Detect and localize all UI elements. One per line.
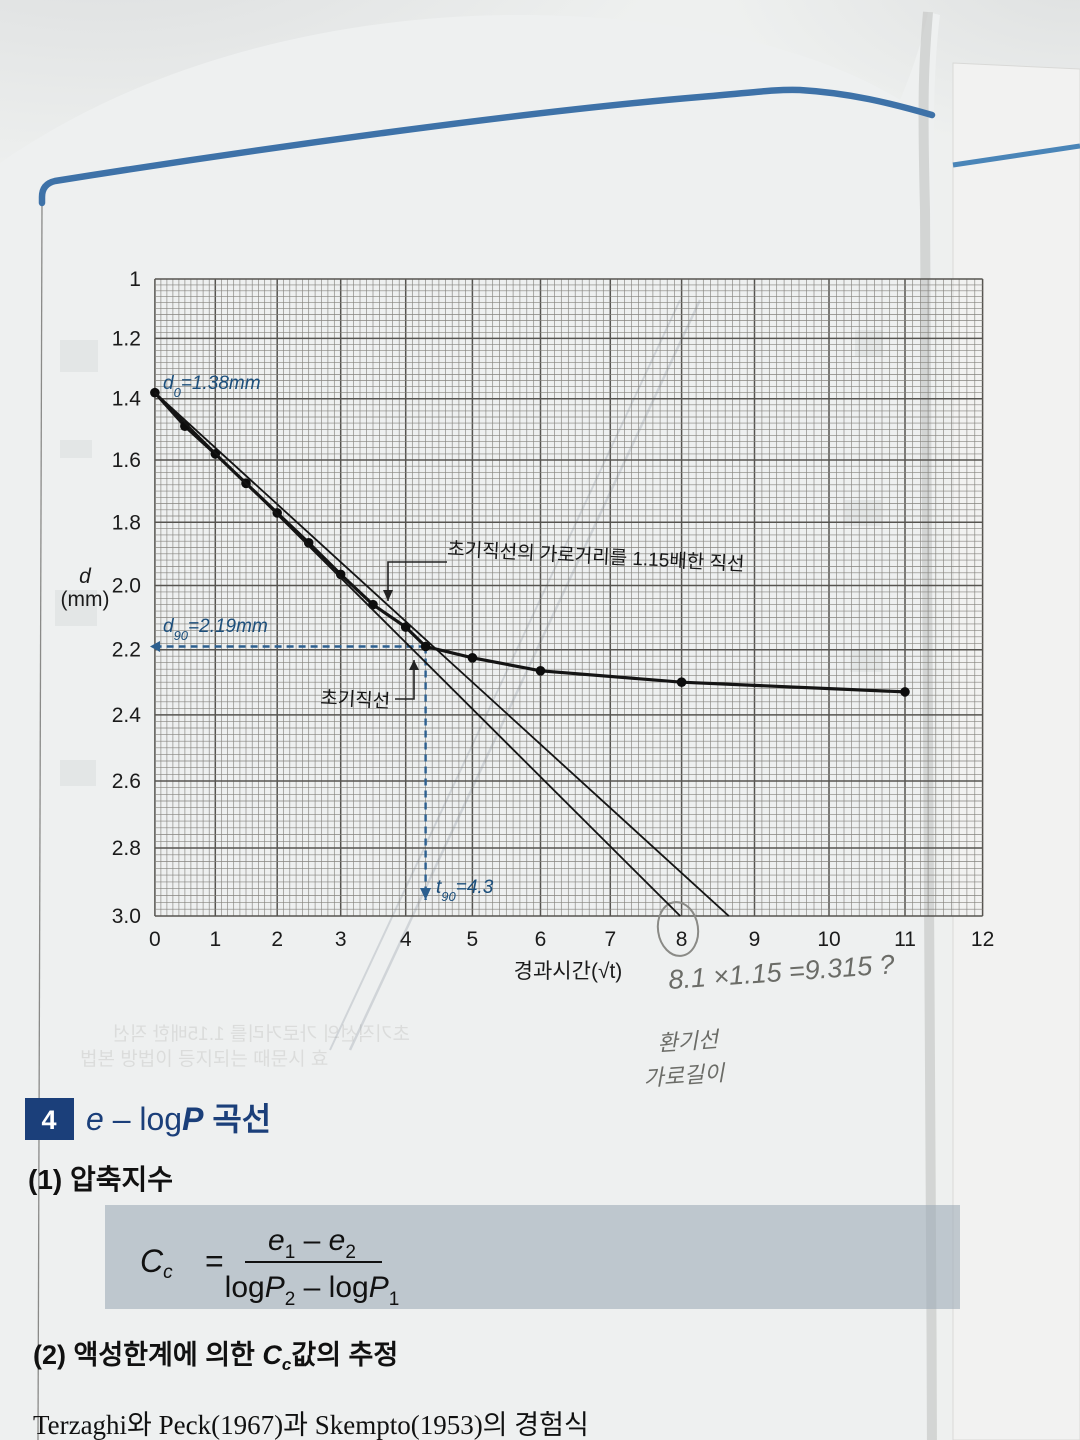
svg-text:7: 7 — [604, 928, 616, 951]
svg-text:8: 8 — [676, 928, 688, 951]
svg-text:3.0: 3.0 — [112, 905, 141, 928]
svg-text:3: 3 — [335, 928, 347, 951]
svg-text:(mm): (mm) — [61, 588, 110, 611]
svg-text:(1) 압축지수: (1) 압축지수 — [28, 1164, 173, 1195]
svg-text:2.8: 2.8 — [112, 837, 141, 860]
svg-text:Terzaghi와 Peck(1967)과 Skempto(: Terzaghi와 Peck(1967)과 Skempto(1953)의 경험식 — [33, 1410, 589, 1440]
svg-text:경과시간(√t): 경과시간(√t) — [514, 960, 623, 983]
svg-text:0: 0 — [149, 928, 161, 951]
svg-text:2: 2 — [271, 928, 283, 951]
svg-text:4: 4 — [400, 928, 412, 951]
svg-text:e – logP 곡선: e – logP 곡선 — [86, 1101, 271, 1137]
svg-text:d: d — [79, 565, 92, 588]
svg-text:초기직선의 가로거리를 1.15배한 직선: 초기직선의 가로거리를 1.15배한 직선 — [112, 1023, 410, 1045]
svg-text:1: 1 — [209, 928, 221, 951]
svg-text:=: = — [205, 1243, 224, 1279]
svg-text:1: 1 — [129, 268, 141, 291]
svg-text:9: 9 — [749, 928, 761, 951]
svg-text:법본 방법이 등지되는 때문시 효: 법본 방법이 등지되는 때문시 효 — [80, 1048, 328, 1070]
svg-text:환기선: 환기선 — [657, 1027, 722, 1056]
svg-text:6: 6 — [535, 928, 547, 951]
svg-text:2.6: 2.6 — [112, 770, 141, 793]
svg-text:2.2: 2.2 — [112, 639, 141, 662]
svg-text:11: 11 — [894, 928, 916, 951]
svg-text:1.4: 1.4 — [112, 388, 142, 411]
svg-text:초기직선: 초기직선 — [320, 687, 391, 713]
svg-text:10: 10 — [817, 928, 840, 951]
svg-text:2.4: 2.4 — [112, 704, 142, 727]
svg-text:1.6: 1.6 — [112, 449, 141, 472]
svg-text:(2) 액성한계에 의한 Cc값의 추정: (2) 액성한계에 의한 Cc값의 추정 — [33, 1340, 398, 1374]
svg-text:1.8: 1.8 — [112, 511, 141, 534]
svg-text:2.0: 2.0 — [112, 575, 141, 598]
svg-text:5: 5 — [467, 928, 479, 951]
svg-text:1.2: 1.2 — [112, 327, 141, 350]
svg-text:4: 4 — [41, 1105, 56, 1135]
svg-text:12: 12 — [971, 928, 994, 951]
